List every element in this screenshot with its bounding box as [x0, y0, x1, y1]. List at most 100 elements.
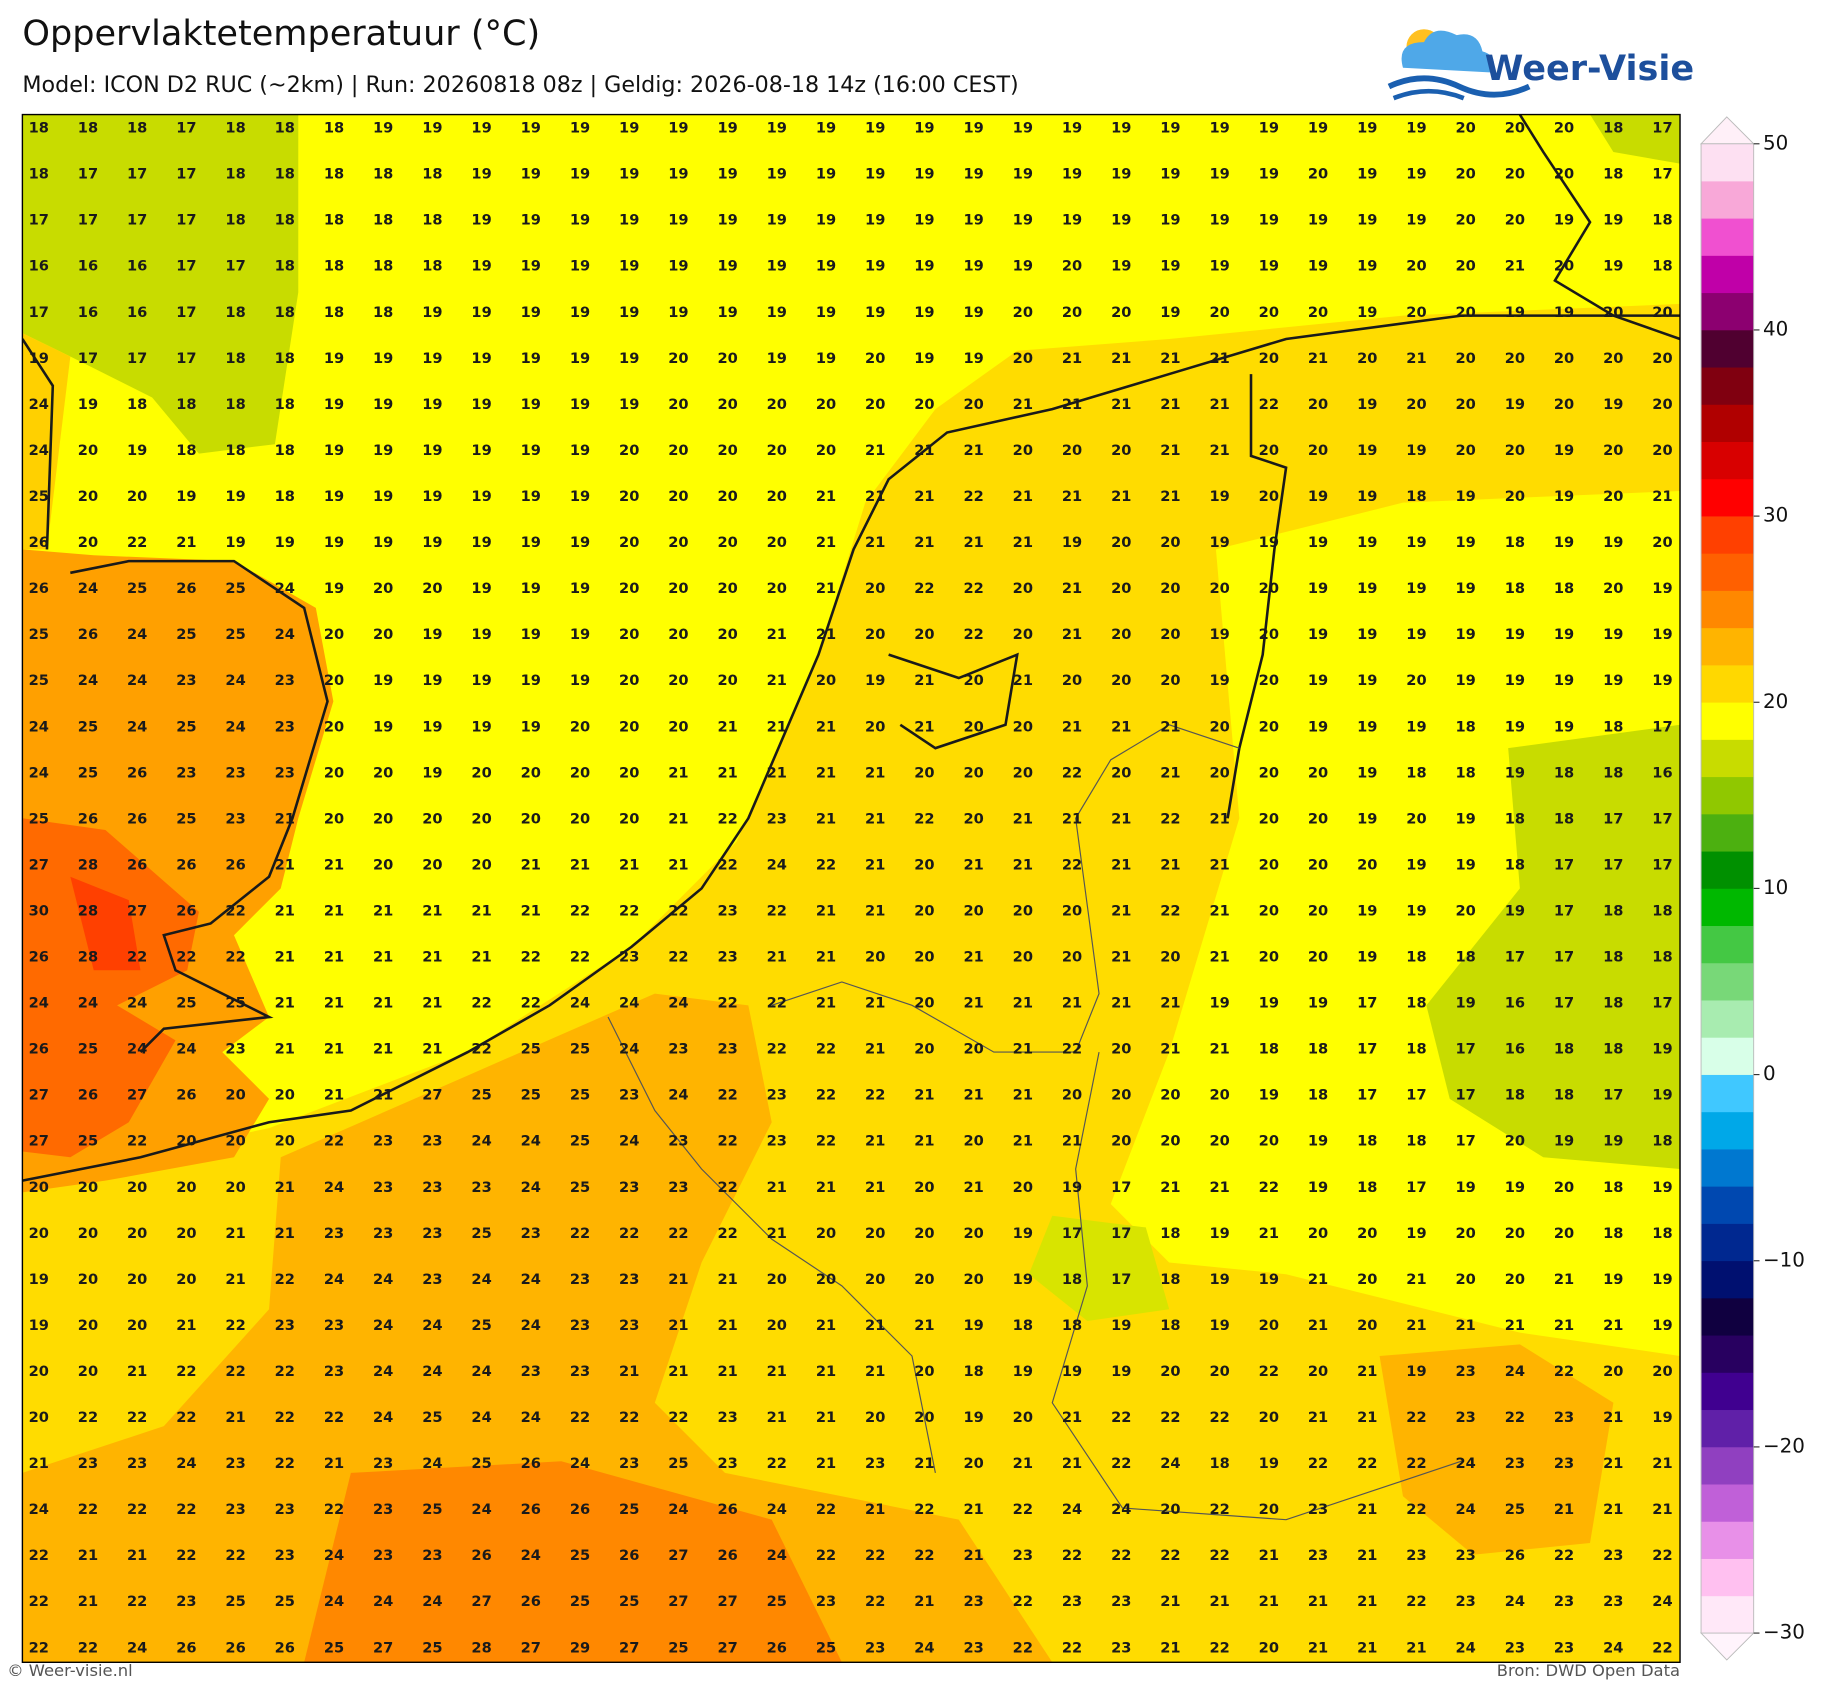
temperature-value: 19	[963, 120, 983, 137]
temperature-value: 19	[570, 488, 590, 505]
temperature-value: 22	[767, 1455, 787, 1472]
temperature-value: 25	[570, 1547, 590, 1564]
temperature-value: 19	[1308, 1179, 1328, 1196]
temperature-value: 23	[422, 1179, 442, 1196]
temperature-value: 20	[717, 488, 737, 505]
temperature-value: 19	[1456, 995, 1476, 1012]
temperature-value: 18	[275, 258, 295, 275]
border-path	[771, 724, 1240, 1053]
temperature-value: 21	[914, 1133, 934, 1150]
temperature-value: 22	[816, 1133, 836, 1150]
temperature-value: 20	[1259, 580, 1279, 597]
temperature-value: 17	[1554, 856, 1574, 873]
temperature-value: 26	[717, 1547, 737, 1564]
temperature-value: 19	[619, 120, 639, 137]
temperature-value: 19	[1554, 626, 1574, 643]
temperature-value: 21	[1013, 1087, 1033, 1104]
temperature-value: 26	[127, 810, 147, 827]
temperature-value: 27	[29, 856, 49, 873]
temperature-value: 25	[570, 1041, 590, 1058]
temperature-value: 20	[1209, 304, 1229, 321]
temperature-value: 19	[619, 350, 639, 367]
temperature-value: 22	[1160, 810, 1180, 827]
temperature-value: 20	[865, 350, 885, 367]
temperature-value: 18	[1357, 1133, 1377, 1150]
temperature-value: 18	[373, 212, 393, 229]
temperature-value: 20	[1259, 856, 1279, 873]
temperature-value: 24	[1652, 1593, 1672, 1610]
colorbar-tick-label: 20	[1763, 690, 1788, 713]
temperature-value: 19	[717, 212, 737, 229]
temperature-value: 19	[717, 258, 737, 275]
temperature-value: 17	[176, 258, 196, 275]
temperature-value: 20	[1603, 304, 1623, 321]
temperature-value: 19	[816, 258, 836, 275]
temperature-value: 22	[1013, 1501, 1033, 1518]
temperature-value: 21	[963, 995, 983, 1012]
temperature-value: 23	[373, 1225, 393, 1242]
temperature-value: 21	[1308, 1639, 1328, 1656]
temperature-value: 21	[422, 902, 442, 919]
temperature-value: 20	[767, 1317, 787, 1334]
temperature-value: 17	[1357, 995, 1377, 1012]
temperature-value: 17	[1456, 1041, 1476, 1058]
temperature-value: 25	[176, 626, 196, 643]
temperature-value: 20	[717, 350, 737, 367]
temperature-value: 21	[373, 949, 393, 966]
temperature-value: 18	[225, 166, 245, 183]
temperature-value: 23	[275, 718, 295, 735]
temperature-value: 18	[1554, 1087, 1574, 1104]
colorbar-segment	[1701, 925, 1754, 964]
temperature-value: 19	[816, 120, 836, 137]
temperature-value: 21	[816, 1179, 836, 1196]
temperature-value: 20	[816, 672, 836, 689]
temperature-value: 21	[816, 1455, 836, 1472]
temperature-value: 19	[717, 166, 737, 183]
temperature-value: 21	[865, 1317, 885, 1334]
temperature-value: 18	[1554, 1041, 1574, 1058]
temperature-value: 19	[422, 442, 442, 459]
temperature-value: 19	[1259, 258, 1279, 275]
temperature-value: 17	[1111, 1271, 1131, 1288]
temperature-value: 18	[1013, 1317, 1033, 1334]
temperature-value: 20	[1308, 902, 1328, 919]
colorbar-segment	[1701, 702, 1754, 740]
temperature-value: 20	[78, 1363, 98, 1380]
temperature-value: 18	[1357, 1179, 1377, 1196]
temperature-value: 19	[1111, 1317, 1131, 1334]
temperature-value: 22	[914, 1547, 934, 1564]
temperature-value: 17	[176, 350, 196, 367]
temperature-value: 20	[1259, 1317, 1279, 1334]
temperature-value: 19	[963, 350, 983, 367]
temperature-value: 21	[29, 1455, 49, 1472]
temperature-value: 18	[1603, 120, 1623, 137]
temperature-value: 20	[816, 1225, 836, 1242]
temperature-value: 23	[373, 1455, 393, 1472]
temperature-value: 19	[1456, 856, 1476, 873]
temperature-value: 20	[1111, 304, 1131, 321]
temperature-value: 19	[471, 580, 491, 597]
temperature-value: 22	[225, 949, 245, 966]
colorbar-segment	[1701, 292, 1754, 331]
temperature-value: 22	[668, 1409, 688, 1426]
temperature-value: 25	[225, 626, 245, 643]
temperature-value: 23	[422, 1225, 442, 1242]
temperature-value: 20	[1652, 304, 1672, 321]
colorbar-segment	[1701, 1409, 1754, 1448]
temperature-value: 21	[1603, 1455, 1623, 1472]
temperature-value: 20	[717, 396, 737, 413]
temperature-value: 20	[963, 810, 983, 827]
temperature-value: 22	[767, 1041, 787, 1058]
temperature-value: 21	[1062, 626, 1082, 643]
temperature-value: 19	[422, 672, 442, 689]
temperature-value: 24	[373, 1317, 393, 1334]
temperature-value: 22	[1160, 902, 1180, 919]
temperature-value: 20	[1456, 304, 1476, 321]
temperature-value: 19	[521, 488, 541, 505]
temperature-value: 20	[373, 810, 393, 827]
temperature-value: 18	[275, 166, 295, 183]
temperature-value: 18	[1505, 534, 1525, 551]
temperature-value: 22	[816, 856, 836, 873]
temperature-value: 19	[1259, 120, 1279, 137]
temperature-value: 19	[521, 626, 541, 643]
